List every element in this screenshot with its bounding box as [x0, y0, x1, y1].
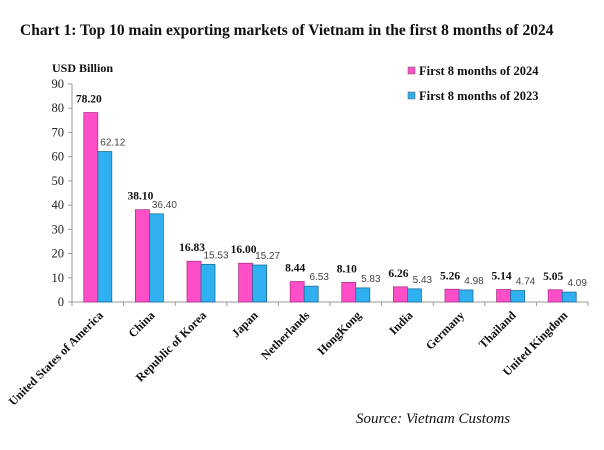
data-label-2024: 5.26: [440, 270, 460, 282]
data-label-2024: 5.14: [492, 271, 512, 283]
data-label-2024: 16.00: [231, 244, 257, 256]
data-label-2024: 5.05: [543, 271, 563, 283]
data-label-2023: 62.12: [100, 138, 125, 149]
y-axis-unit-label: USD Billion: [52, 61, 113, 75]
bar-2024: [186, 260, 202, 303]
y-tick-label: 20: [52, 247, 65, 261]
y-tick-label: 10: [52, 271, 65, 285]
data-label-2024: 78.20: [76, 94, 102, 106]
bar-2024: [547, 289, 563, 303]
bar-2024: [289, 281, 305, 303]
y-tick-label: 70: [52, 125, 65, 139]
chart-title: Chart 1: Top 10 main exporting markets o…: [20, 22, 554, 39]
bar-2023: [148, 213, 164, 303]
bar-2023: [355, 287, 371, 303]
data-label-2024: 8.44: [285, 263, 305, 275]
bar-2024: [496, 289, 512, 303]
bar-2023: [200, 263, 216, 303]
bar-2024: [444, 288, 460, 303]
data-label-2023: 15.53: [203, 250, 228, 261]
data-label-2023: 6.53: [309, 272, 329, 283]
source-note: Source: Vietnam Customs: [356, 411, 510, 427]
y-tick-label: 80: [52, 101, 65, 115]
x-category-label: Germany: [423, 308, 467, 352]
bar-2024: [238, 262, 254, 303]
data-label-2023: 5.43: [413, 275, 433, 286]
x-category-label: Japan: [229, 308, 261, 340]
data-label-2023: 15.27: [255, 251, 280, 262]
data-label-2023: 4.98: [464, 276, 484, 287]
y-tick-label: 0: [58, 295, 64, 309]
bar-2023: [561, 291, 577, 303]
x-category-label: HongKong: [314, 308, 364, 358]
x-category-label: Thailand: [476, 308, 519, 351]
y-tick-label: 40: [52, 198, 65, 212]
data-label-2024: 6.26: [388, 268, 408, 280]
bar-2023: [458, 289, 474, 303]
legend-label: First 8 months of 2023: [419, 89, 538, 103]
bar-2023: [97, 151, 113, 303]
data-label-2023: 4.09: [567, 278, 587, 289]
bar-2023: [303, 285, 319, 303]
x-category-label: United States of America: [6, 308, 106, 408]
legend-label: First 8 months of 2024: [419, 64, 539, 78]
y-tick-label: 60: [52, 150, 65, 164]
bar-2024: [392, 286, 408, 303]
data-label-2023: 5.83: [361, 274, 381, 285]
bar-2024: [341, 281, 357, 303]
bar-2023: [510, 290, 526, 303]
legend: First 8 months of 2024 First 8 months of …: [407, 64, 539, 103]
legend-swatch: [407, 91, 416, 100]
data-label-2024: 8.10: [337, 263, 357, 275]
bar-2023: [252, 264, 268, 303]
data-label-2023: 4.74: [516, 277, 536, 288]
data-label-2024: 38.10: [127, 191, 153, 203]
bar-2024: [134, 209, 150, 303]
x-category-label: Netherlands: [258, 308, 312, 362]
y-tick-label: 90: [52, 77, 65, 91]
bar-2023: [406, 288, 422, 303]
data-label-2024: 16.83: [179, 242, 205, 254]
data-label-2023: 36.40: [152, 200, 177, 211]
x-category-label: India: [386, 308, 415, 337]
bar-2024: [83, 112, 99, 303]
y-tick-label: 30: [52, 222, 65, 236]
y-tick-label: 50: [52, 174, 65, 188]
x-category-label: China: [125, 308, 157, 340]
legend-swatch: [407, 66, 416, 75]
